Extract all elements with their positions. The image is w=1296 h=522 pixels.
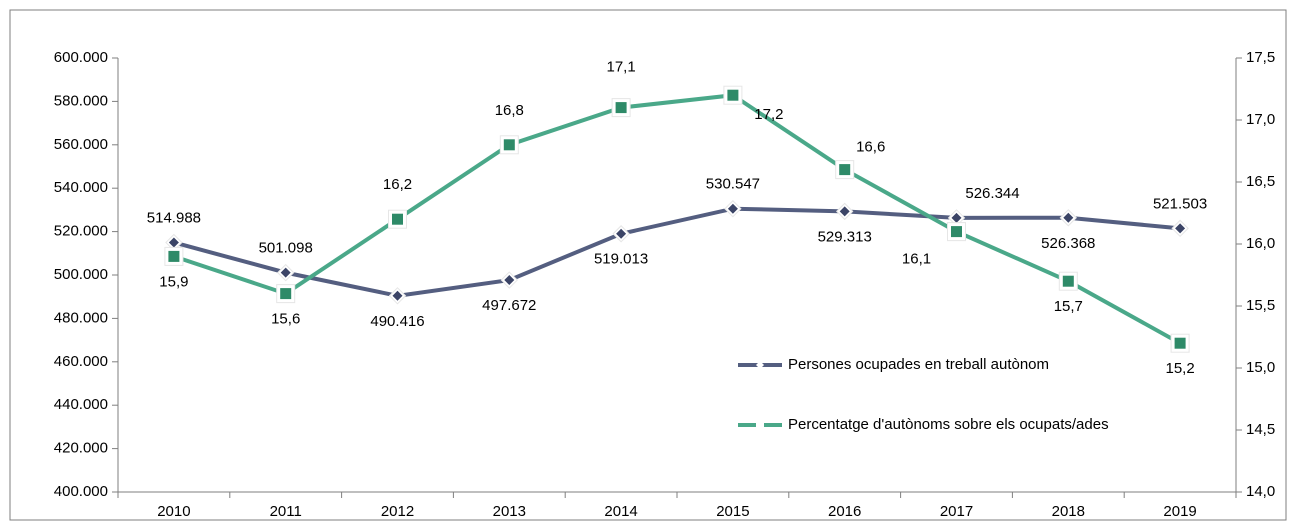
y-tick-label: 440.000 xyxy=(54,396,108,413)
data-label: 16,8 xyxy=(495,102,524,119)
data-label: 514.988 xyxy=(147,209,201,226)
y2-tick-label: 17,0 xyxy=(1246,111,1275,128)
data-label: 15,9 xyxy=(159,273,188,290)
marker xyxy=(951,212,962,223)
x-tick-label: 2015 xyxy=(716,503,749,520)
legend-marker xyxy=(756,361,764,369)
y-tick-label: 600.000 xyxy=(54,49,108,66)
x-tick-label: 2018 xyxy=(1052,503,1085,520)
y-tick-label: 480.000 xyxy=(54,309,108,326)
x-tick-label: 2010 xyxy=(157,503,190,520)
data-label: 16,6 xyxy=(856,139,885,156)
legend-label: Persones ocupades en treball autònom xyxy=(788,356,1049,373)
marker xyxy=(1174,337,1186,349)
data-label: 490.416 xyxy=(370,313,424,330)
legend-marker xyxy=(756,421,764,429)
marker xyxy=(280,267,291,278)
y2-tick-label: 14,5 xyxy=(1246,421,1275,438)
marker xyxy=(392,213,403,225)
y-tick-label: 580.000 xyxy=(54,92,108,109)
x-tick-label: 2019 xyxy=(1163,503,1196,520)
y2-tick-label: 14,0 xyxy=(1246,483,1275,500)
data-label: 530.547 xyxy=(706,176,760,193)
x-tick-label: 2013 xyxy=(493,503,526,520)
data-label: 15,6 xyxy=(271,311,300,328)
marker xyxy=(616,228,627,239)
x-tick-label: 2016 xyxy=(828,503,861,520)
x-tick-label: 2012 xyxy=(381,503,414,520)
y-tick-label: 560.000 xyxy=(54,136,108,153)
y2-tick-label: 17,5 xyxy=(1246,49,1275,66)
y-tick-label: 400.000 xyxy=(54,483,108,500)
data-label: 501.098 xyxy=(259,240,313,257)
data-label: 497.672 xyxy=(482,297,536,314)
data-label: 15,7 xyxy=(1054,298,1083,315)
marker xyxy=(1063,212,1074,223)
marker xyxy=(727,203,738,214)
data-label: 17,2 xyxy=(754,106,783,123)
y2-tick-label: 16,5 xyxy=(1246,173,1275,190)
data-label: 526.344 xyxy=(965,185,1019,202)
marker xyxy=(1175,223,1186,234)
chart-frame xyxy=(9,9,1287,521)
data-label: 15,2 xyxy=(1165,360,1194,377)
marker xyxy=(727,89,739,101)
data-label: 526.368 xyxy=(1041,235,1095,252)
marker xyxy=(839,206,850,217)
marker xyxy=(504,275,515,286)
y-tick-label: 500.000 xyxy=(54,266,108,283)
marker xyxy=(168,250,180,262)
y2-tick-label: 16,0 xyxy=(1246,235,1275,252)
marker xyxy=(168,237,179,248)
y-tick-label: 540.000 xyxy=(54,179,108,196)
series-line xyxy=(173,93,1182,345)
series-line xyxy=(173,206,1181,298)
marker xyxy=(839,164,851,176)
y-tick-label: 460.000 xyxy=(54,353,108,370)
marker xyxy=(503,139,515,151)
data-label: 529.313 xyxy=(818,228,872,245)
data-label: 521.503 xyxy=(1153,195,1207,212)
data-label: 16,2 xyxy=(383,176,412,193)
marker xyxy=(280,288,292,300)
marker xyxy=(951,226,962,238)
marker xyxy=(1062,275,1074,287)
data-label: 17,1 xyxy=(606,59,635,76)
marker xyxy=(392,290,403,301)
x-tick-label: 2011 xyxy=(270,503,302,520)
legend-label: Percentatge d'autònoms sobre els ocupats… xyxy=(788,416,1109,433)
y2-tick-label: 15,5 xyxy=(1246,297,1275,314)
x-tick-label: 2017 xyxy=(940,503,973,520)
x-tick-label: 2014 xyxy=(604,503,637,520)
data-label: 16,1 xyxy=(902,251,931,268)
marker xyxy=(615,102,627,114)
y-tick-label: 520.000 xyxy=(54,223,108,240)
y2-tick-label: 15,0 xyxy=(1246,359,1275,376)
y-tick-label: 420.000 xyxy=(54,440,108,457)
data-label: 519.013 xyxy=(594,251,648,268)
